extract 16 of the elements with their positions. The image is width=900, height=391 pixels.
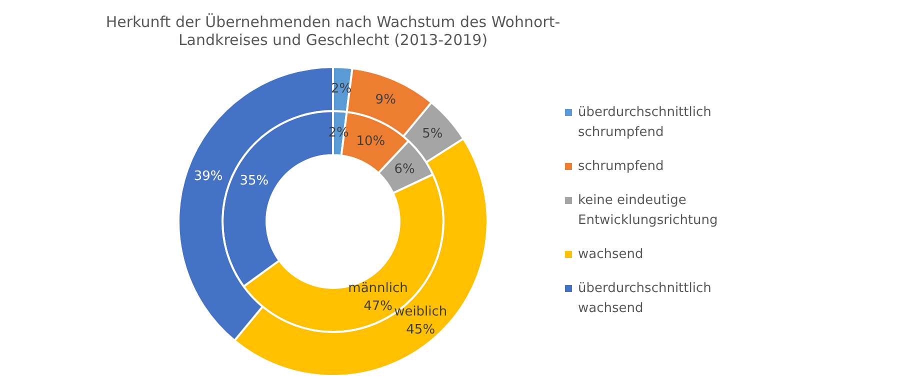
legend-label: schrumpfend — [578, 158, 665, 176]
chart-title: Herkunft der Übernehmenden nach Wachstum des Wohnort-Landkreises und Geschlecht (2013-2019) — [106, 12, 560, 49]
slice-label: weiblich — [394, 304, 448, 320]
data-label: 9% — [375, 92, 396, 108]
data-label: 39% — [194, 169, 223, 184]
legend-label: wachsend — [578, 246, 644, 264]
legend-label: keine eindeutige Entwicklungsrichtung — [578, 192, 719, 230]
data-label: 5% — [422, 126, 443, 142]
data-label: 10% — [356, 134, 386, 149]
legend-label: überdurchschnittlich schrumpfend — [578, 104, 712, 142]
data-label: 35% — [240, 174, 269, 189]
data-label: 6% — [394, 162, 415, 177]
data-label: 45% — [406, 322, 436, 338]
legend-label: überdurchschnittlich wachsend — [578, 280, 712, 318]
slice-label: männlich — [348, 281, 408, 296]
data-label: 47% — [364, 299, 392, 314]
